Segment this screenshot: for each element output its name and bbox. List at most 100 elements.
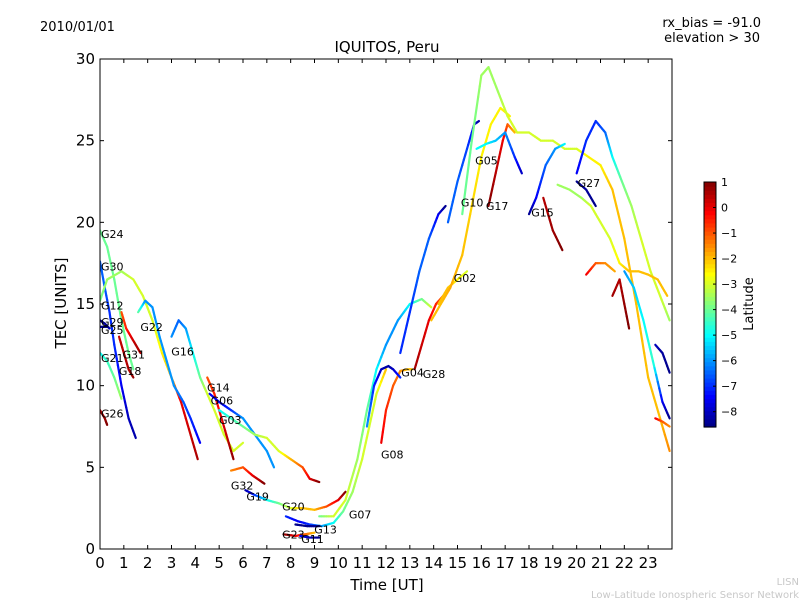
series-segment — [115, 292, 119, 302]
series-segment — [107, 326, 111, 330]
colorbar-band — [704, 406, 716, 412]
series-segment — [119, 394, 123, 400]
prn-label-g18: G18 — [119, 365, 142, 378]
colorbar-band — [704, 267, 716, 273]
series-segment — [655, 373, 659, 383]
axes: 0 1 2 3 4 5 6 7 8 9 10 11 12 13 14 15 16 17 18 19 20 21 22 2305… — [76, 50, 673, 572]
series-segment — [357, 441, 362, 453]
series-segment — [372, 375, 376, 385]
colorbar-tick-label: −6 — [721, 355, 737, 368]
series-segment — [461, 200, 465, 216]
series-segment — [627, 259, 632, 273]
series-segment — [240, 441, 245, 446]
colorbar-band — [704, 271, 716, 277]
series-g29 — [100, 319, 111, 330]
prn-label-g27: G27 — [578, 177, 601, 190]
prn-label-g26: G26 — [101, 407, 124, 420]
series-g12 — [100, 270, 199, 461]
series-segment — [656, 380, 661, 390]
series-g22 — [137, 299, 202, 444]
series-segment — [637, 315, 642, 330]
series-segment — [465, 221, 470, 232]
series-g18 — [117, 335, 135, 379]
series-segment — [373, 368, 378, 378]
series-segment — [659, 394, 664, 404]
colorbar-band — [704, 422, 716, 428]
series-segment — [114, 285, 118, 295]
x-tick-label: 2 — [143, 554, 153, 572]
series-segment — [195, 453, 199, 461]
y-tick-label: 10 — [76, 377, 95, 395]
series-segment — [635, 302, 640, 318]
series-g17 — [487, 123, 516, 208]
series-g27c — [556, 183, 669, 297]
series-segment — [450, 200, 454, 210]
series-segment — [413, 283, 418, 293]
colorbar-band — [704, 190, 716, 195]
colorbar-band — [704, 243, 716, 248]
series-segment — [343, 490, 347, 495]
series-g27f — [623, 270, 671, 420]
series-segment — [633, 292, 638, 306]
series-segment — [411, 290, 416, 300]
colorbar-tick-label: −1 — [721, 227, 737, 240]
series-g31 — [120, 311, 142, 355]
colorbar-band — [704, 239, 716, 244]
colorbar-band — [704, 210, 716, 216]
colorbar-band — [704, 231, 716, 236]
colorbar: 1 0 −1 −2 −3 −4 −5 −6 −7 −8 — [703, 176, 737, 428]
colorbar-band — [704, 373, 716, 379]
prn-label-g30: G30 — [101, 260, 124, 273]
prn-label-g06: G06 — [211, 394, 234, 407]
series-segment — [667, 424, 671, 428]
colorbar-band — [704, 198, 716, 204]
series-segment — [428, 304, 433, 309]
series-g07 — [318, 298, 433, 518]
series-segment — [625, 248, 630, 262]
series-segment — [642, 319, 647, 329]
series-segment — [666, 444, 671, 453]
series-segment — [629, 270, 634, 284]
series-segment — [453, 187, 458, 197]
series-segment — [651, 390, 656, 400]
x-tick-label: 18 — [519, 554, 538, 572]
series-segment — [470, 196, 475, 208]
series-segment — [346, 485, 351, 495]
colorbar-band — [704, 247, 716, 253]
series-segment — [477, 164, 481, 175]
series-segment — [462, 188, 467, 204]
series-segment — [612, 268, 616, 273]
colorbar-band — [704, 398, 716, 404]
x-tick-label: 6 — [238, 554, 248, 572]
series-segment — [559, 245, 564, 252]
y-tick-label: 20 — [76, 213, 95, 231]
series-g10 — [399, 204, 447, 355]
colorbar-tick-label: 0 — [721, 202, 728, 215]
series-segment — [475, 172, 480, 183]
series-g02b — [430, 106, 512, 322]
series-segment — [472, 117, 477, 131]
series-segment — [639, 327, 644, 342]
prn-label-g19: G19 — [246, 491, 269, 504]
prn-label-g10: G10 — [461, 197, 484, 210]
series-segment — [649, 383, 654, 393]
series-segment — [656, 410, 662, 420]
series-segment — [475, 96, 480, 110]
colorbar-band — [704, 263, 716, 269]
x-tick-label: 15 — [448, 554, 467, 572]
series-segment — [403, 324, 408, 334]
colorbar-band — [704, 186, 716, 191]
series-segment — [443, 204, 447, 209]
series-g28 — [413, 294, 445, 371]
series-segment — [627, 323, 631, 330]
series-segment — [641, 339, 646, 355]
series-segment — [197, 437, 202, 444]
prn-label-g21: G21 — [101, 352, 124, 365]
prn-label-g08: G08 — [381, 448, 404, 461]
colorbar-band — [704, 361, 716, 367]
series-segment — [645, 332, 650, 342]
colorbar-band — [704, 386, 716, 391]
series-segment — [562, 142, 566, 146]
series-g27 — [575, 180, 597, 208]
